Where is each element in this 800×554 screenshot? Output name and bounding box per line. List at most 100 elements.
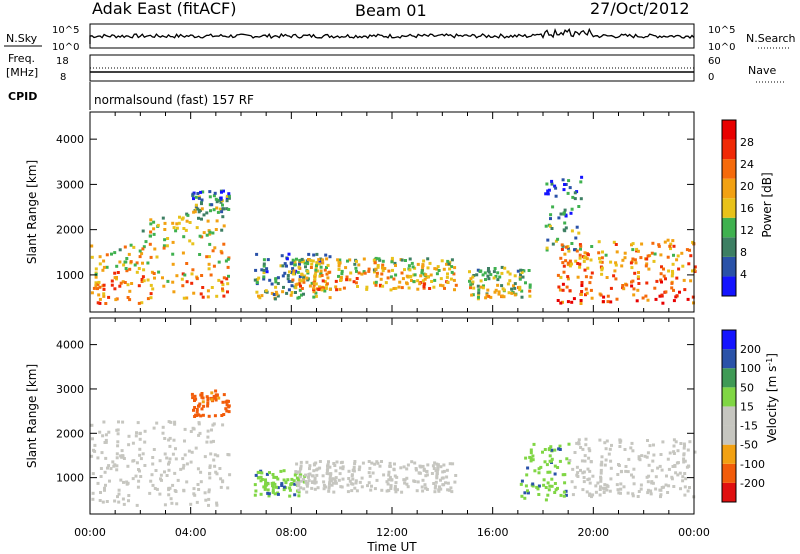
velocity-cell	[546, 481, 550, 485]
velocity-cell	[558, 444, 562, 448]
power-cell	[116, 271, 120, 274]
power-cell	[550, 182, 554, 186]
velocity-cell	[262, 485, 266, 489]
power-ylabel: Slant Range [km]	[25, 160, 39, 264]
power-cell	[137, 267, 141, 270]
power-cell	[275, 292, 279, 296]
power-cell	[321, 261, 325, 265]
velocity-cell	[297, 490, 301, 494]
power-cell	[580, 290, 584, 293]
power-cell	[149, 230, 153, 234]
velocity-cell	[308, 464, 312, 468]
power-cell	[562, 270, 566, 274]
velocity-cell	[684, 477, 688, 481]
velocity-cell	[548, 454, 552, 458]
velocity-cell	[185, 480, 189, 484]
velocity-cell	[334, 469, 338, 473]
power-cell	[137, 301, 141, 305]
power-cell	[102, 265, 106, 269]
power-cell	[355, 269, 358, 273]
velocity-cell	[228, 473, 232, 477]
power-cell	[507, 291, 511, 295]
velocity-cell	[126, 464, 130, 468]
velocity-cell	[529, 448, 533, 452]
velocity-colorbar-segment	[722, 482, 736, 502]
velocity-cell	[683, 472, 687, 475]
power-cell	[549, 213, 553, 217]
velocity-heatmap	[90, 389, 697, 507]
power-cell	[568, 259, 572, 263]
velocity-cell	[139, 475, 143, 478]
power-cell	[601, 250, 604, 254]
power-cell	[373, 281, 376, 285]
velocity-cell	[297, 494, 301, 498]
power-cell	[324, 253, 328, 257]
velocity-cell	[394, 490, 398, 494]
power-cell	[321, 258, 325, 262]
velocity-cell	[358, 465, 362, 469]
power-cell	[485, 293, 489, 297]
power-cell	[211, 249, 215, 253]
power-cell	[550, 227, 554, 230]
velocity-cell	[90, 454, 94, 458]
power-cell	[557, 216, 561, 220]
velocity-cell	[181, 466, 185, 470]
power-cell	[583, 268, 587, 272]
power-cell	[219, 198, 223, 202]
velocity-cell	[672, 444, 676, 448]
power-cell	[578, 243, 582, 247]
velocity-cell	[591, 474, 595, 478]
power-cell	[224, 259, 228, 263]
velocity-cell	[267, 492, 271, 496]
power-cell	[559, 301, 563, 305]
velocity-colorbar-tick: -15	[740, 420, 758, 433]
power-cell	[221, 215, 225, 219]
velocity-cell	[368, 474, 372, 478]
power-cell	[354, 281, 358, 285]
power-cell	[294, 291, 297, 294]
power-cell	[161, 276, 164, 280]
power-cell	[562, 212, 566, 216]
velocity-cell	[206, 396, 210, 400]
power-cell	[519, 268, 523, 272]
power-cell	[452, 278, 456, 282]
velocity-cell	[639, 487, 643, 491]
power-cell	[621, 258, 625, 262]
velocity-cell	[670, 475, 674, 479]
velocity-cell	[351, 477, 355, 481]
velocity-cell	[667, 467, 671, 471]
velocity-cell	[101, 434, 105, 438]
velocity-cell	[558, 459, 562, 463]
power-cell	[338, 287, 342, 291]
velocity-cell	[226, 486, 230, 490]
power-cell	[291, 258, 295, 262]
velocity-cell	[436, 463, 440, 467]
power-cell	[197, 196, 201, 200]
velocity-cell	[206, 404, 210, 408]
power-cell	[664, 290, 668, 294]
velocity-cell	[340, 460, 344, 464]
power-cell	[290, 291, 294, 294]
velocity-cell	[138, 437, 142, 441]
power-cell	[324, 286, 328, 290]
velocity-cell	[352, 469, 356, 473]
power-cell	[98, 297, 102, 301]
power-cell	[374, 267, 378, 271]
power-cell	[589, 275, 593, 279]
velocity-cell	[195, 410, 199, 414]
velocity-cell	[588, 492, 592, 496]
velocity-cell	[321, 474, 325, 478]
velocity-cell	[683, 459, 687, 463]
power-cell	[670, 274, 674, 278]
power-cell	[144, 240, 148, 244]
power-cell	[320, 288, 324, 292]
power-cell	[303, 261, 307, 265]
power-cell	[128, 267, 132, 271]
velocity-cell	[305, 484, 309, 488]
power-cell	[487, 277, 491, 281]
velocity-cell	[174, 457, 178, 461]
power-cell	[191, 192, 195, 196]
velocity-cell	[645, 455, 649, 459]
velocity-cell	[450, 490, 454, 494]
power-cell	[102, 294, 106, 298]
